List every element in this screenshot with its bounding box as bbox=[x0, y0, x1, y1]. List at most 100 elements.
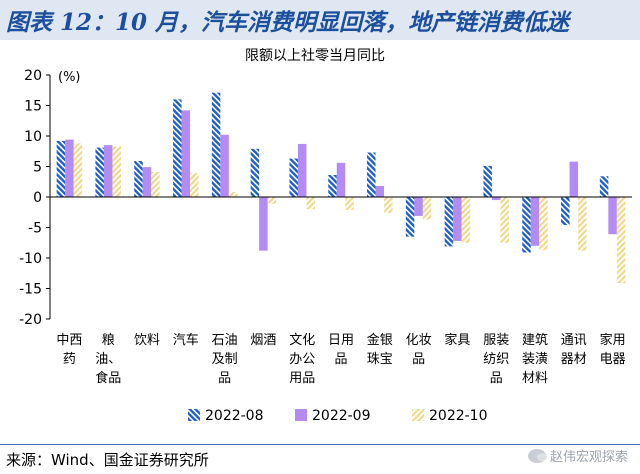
y-tick-label: 5 bbox=[33, 160, 42, 176]
bar-2022-08 bbox=[56, 140, 66, 197]
bar-2022-09 bbox=[414, 197, 423, 216]
category-label: 珠宝 bbox=[367, 352, 393, 367]
legend-label: 2022-08 bbox=[205, 408, 264, 424]
category-label: 品 bbox=[218, 371, 231, 386]
bar-2022-10 bbox=[616, 197, 626, 284]
watermark-text: 赵伟宏观探索 bbox=[549, 450, 628, 465]
bar-2022-08 bbox=[250, 148, 260, 197]
bar-2022-08 bbox=[599, 176, 609, 197]
bar-2022-09 bbox=[375, 186, 385, 197]
category-label: 化妆 bbox=[406, 333, 432, 348]
category-label: 文化 bbox=[289, 333, 315, 348]
bar-2022-09 bbox=[220, 134, 229, 197]
category-label: 烟酒 bbox=[250, 333, 276, 348]
bar-2022-09 bbox=[259, 197, 268, 251]
bar-chart: 限额以上社零当月同比 (%) 20 15 10 5 0 -5 -10 -15 -20 中西药 粮油、食品… bbox=[19, 48, 632, 424]
category-label: 纺织 bbox=[483, 352, 509, 367]
bar-2022-08 bbox=[211, 92, 221, 197]
bar-2022-08 bbox=[483, 165, 492, 197]
y-tick-label: 10 bbox=[24, 129, 42, 145]
bar-2022-09 bbox=[569, 161, 579, 197]
y-tick-label: -5 bbox=[28, 221, 42, 237]
figure-title: 图表 12：10 月，汽车消费明显回落，地产链消费低迷 bbox=[6, 9, 570, 36]
bar-2022-10 bbox=[73, 143, 83, 197]
bar-2022-10 bbox=[539, 197, 548, 251]
plot-layer: 限额以上社零当月同比 (%) 20 15 10 5 0 -5 -10 -15 -20 中西药 粮油、食品… bbox=[19, 48, 632, 424]
category-label: 油、 bbox=[95, 352, 121, 367]
bar-2022-08 bbox=[134, 161, 143, 197]
category-label: 建筑 bbox=[522, 332, 548, 348]
category-label: 材料 bbox=[522, 371, 548, 386]
footer-divider bbox=[0, 444, 640, 445]
bar-2022-08 bbox=[405, 197, 415, 237]
bar-2022-10 bbox=[578, 197, 587, 251]
category-label: 器材 bbox=[561, 352, 587, 367]
category-label: 药 bbox=[63, 352, 76, 367]
legend-swatch bbox=[412, 409, 424, 421]
wechat-icon bbox=[527, 448, 547, 463]
y-tick-label: 20 bbox=[24, 68, 42, 84]
category-label: 通讯 bbox=[561, 333, 587, 348]
category-label: 日用 bbox=[328, 333, 354, 348]
category-label: 电器 bbox=[600, 352, 626, 367]
bar-2022-10 bbox=[190, 173, 199, 197]
category-label: 汽车 bbox=[173, 332, 199, 348]
category-label: 品 bbox=[412, 352, 425, 367]
bar-2022-10 bbox=[112, 146, 121, 197]
chart-container: 限额以上社零当月同比 (%) 20 15 10 5 0 -5 -10 -15 -20 中西药 粮油、 食品… bbox=[0, 40, 640, 440]
category-label: 粮 bbox=[102, 333, 115, 348]
bar-2022-09 bbox=[297, 143, 307, 197]
y-tick-label: -20 bbox=[19, 312, 42, 328]
legend-label: 2022-09 bbox=[312, 408, 371, 424]
category-label: 办公 bbox=[289, 352, 315, 367]
bar-2022-10 bbox=[500, 197, 509, 243]
category-label: 家用 bbox=[600, 332, 626, 348]
bar-2022-08 bbox=[328, 175, 337, 197]
bar-2022-10 bbox=[151, 171, 160, 197]
bar-2022-09 bbox=[65, 139, 74, 197]
bar-2022-08 bbox=[95, 147, 104, 197]
bar-2022-10 bbox=[228, 192, 238, 197]
legend-swatch bbox=[295, 409, 307, 421]
category-label: 装潢 bbox=[522, 352, 548, 367]
watermark: 赵伟宏观探索 bbox=[527, 446, 628, 465]
bar-2022-10 bbox=[461, 197, 471, 243]
category-label: 金银 bbox=[367, 332, 393, 348]
bar-2022-09 bbox=[453, 197, 462, 241]
bar-2022-09 bbox=[103, 145, 113, 197]
source-note: 来源：Wind、国金证券研究所 bbox=[6, 451, 209, 469]
bar-2022-09 bbox=[142, 167, 152, 197]
bar-2022-10 bbox=[306, 197, 315, 210]
y-tick-label: -10 bbox=[19, 251, 42, 267]
legend-label: 2022-10 bbox=[429, 408, 488, 424]
bar-2022-08 bbox=[522, 197, 531, 253]
y-tick-label: 0 bbox=[33, 190, 42, 206]
bar-2022-08 bbox=[289, 158, 298, 197]
bar-2022-08 bbox=[367, 152, 376, 197]
bar-2022-08 bbox=[173, 99, 182, 197]
category-label: 及制 bbox=[212, 352, 238, 367]
category-label: 服装 bbox=[483, 333, 509, 348]
figure-title-bar: 图表 12：10 月，汽车消费明显回落，地产链消费低迷 bbox=[0, 0, 640, 40]
bar-2022-10 bbox=[267, 197, 277, 204]
category-label: 石油 bbox=[212, 333, 238, 348]
category-label: 食品 bbox=[95, 370, 121, 386]
bar-2022-10 bbox=[384, 197, 393, 213]
category-label: 中西 bbox=[56, 333, 82, 348]
category-label: 用品 bbox=[289, 371, 315, 386]
bar-2022-09 bbox=[491, 197, 501, 201]
y-tick-label: 15 bbox=[24, 99, 42, 115]
category-label: 品 bbox=[490, 371, 503, 386]
chart-title: 限额以上社零当月同比 bbox=[245, 48, 385, 64]
bar-2022-09 bbox=[608, 197, 617, 235]
bar-2022-08 bbox=[561, 197, 570, 226]
legend-swatch bbox=[188, 409, 200, 421]
category-label: 品 bbox=[334, 352, 347, 367]
y-axis-unit-label: (%) bbox=[58, 70, 81, 85]
bar-2022-09 bbox=[181, 110, 191, 197]
bar-2022-09 bbox=[530, 197, 540, 246]
bar-2022-09 bbox=[336, 162, 346, 197]
bar-2022-10 bbox=[345, 197, 354, 210]
bar-2022-08 bbox=[444, 197, 454, 247]
category-label: 家具 bbox=[444, 332, 470, 348]
